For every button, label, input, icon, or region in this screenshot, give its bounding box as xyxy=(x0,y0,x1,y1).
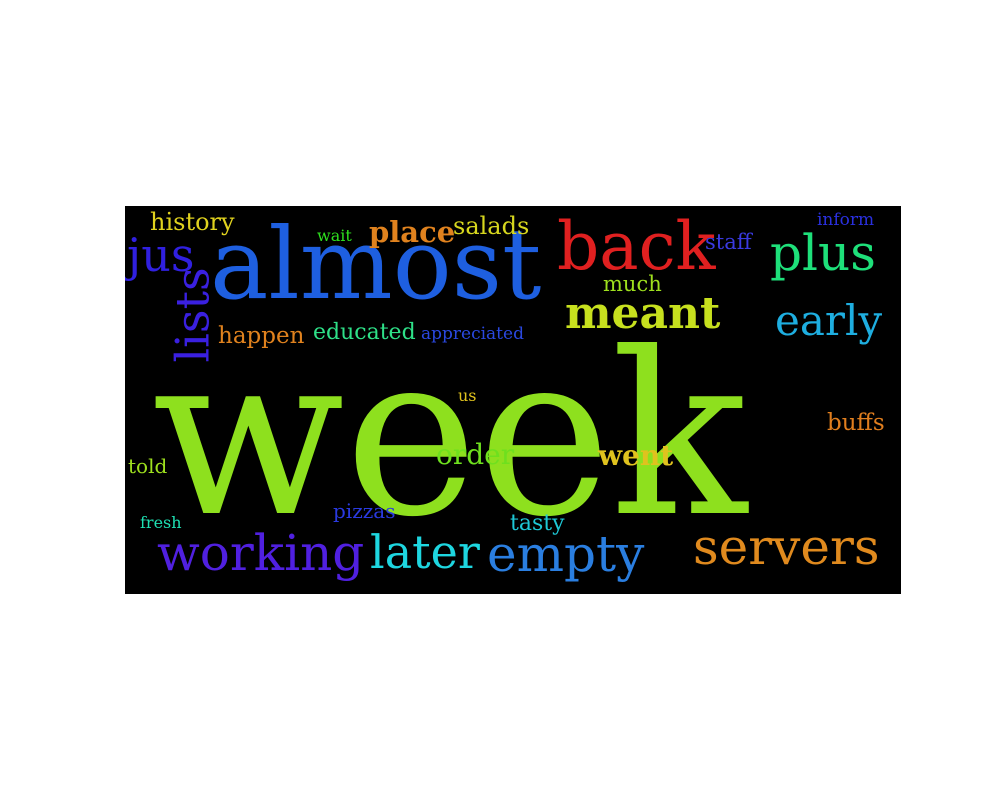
word-working: working xyxy=(157,524,365,582)
word-buffs: buffs xyxy=(827,410,885,436)
word-wait: wait xyxy=(317,226,352,245)
word-inform: inform xyxy=(817,210,875,230)
word-told: told xyxy=(128,454,168,478)
word-plus: plus xyxy=(770,224,876,282)
word-went: went xyxy=(598,439,674,472)
word-place: place xyxy=(369,215,456,249)
word-us: us xyxy=(458,386,477,405)
word-almost: almost xyxy=(210,208,542,322)
word-meant: meant xyxy=(565,288,721,339)
word-pizzas: pizzas xyxy=(333,499,396,523)
word-much: much xyxy=(603,272,662,296)
word-servers: servers xyxy=(693,518,880,576)
word-week: week xyxy=(152,305,748,567)
word-early: early xyxy=(775,296,883,345)
word-tasty: tasty xyxy=(510,511,565,536)
word-salads: salads xyxy=(453,212,530,240)
word-later: later xyxy=(370,525,480,579)
word-fresh: fresh xyxy=(140,513,182,532)
word-jus: jus xyxy=(127,228,195,282)
word-appreciated: appreciated xyxy=(421,324,524,344)
word-lists: lists xyxy=(165,267,220,363)
word-staff: staff xyxy=(705,230,752,254)
word-educated: educated xyxy=(313,320,416,345)
word-happen: happen xyxy=(218,323,305,349)
word-cloud: week almost back servers working empty l… xyxy=(125,206,901,594)
word-back: back xyxy=(557,208,716,285)
word-history: history xyxy=(150,208,235,236)
word-order: order xyxy=(436,438,515,471)
word-empty: empty xyxy=(487,525,645,583)
